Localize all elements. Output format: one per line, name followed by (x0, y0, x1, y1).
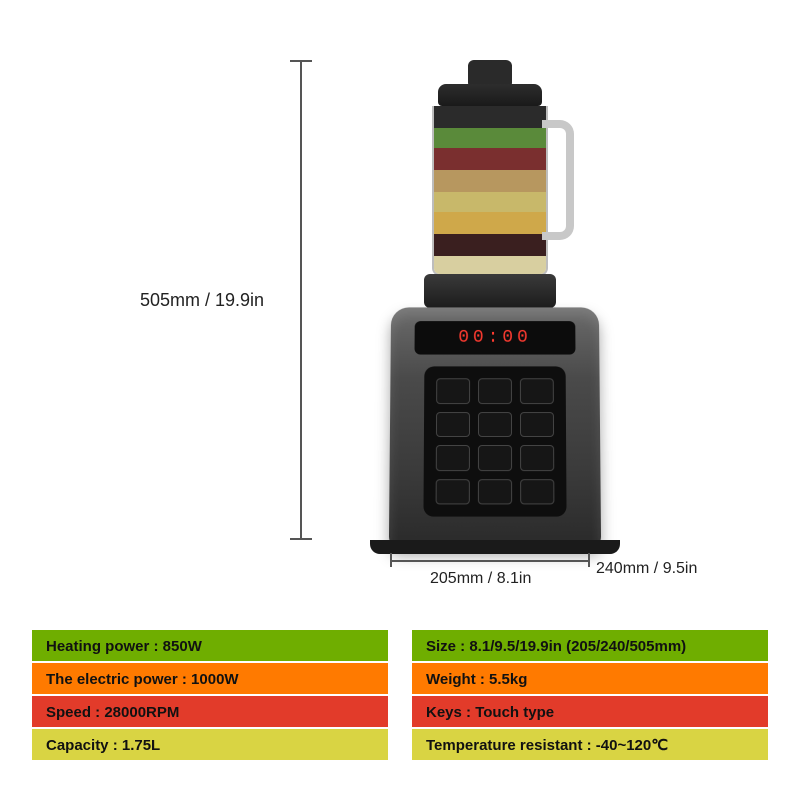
spec-row: Weight : 5.5kg (412, 663, 768, 696)
touch-key (520, 445, 554, 471)
ingredient-layer (434, 192, 546, 212)
jar-lid-knob (468, 60, 512, 86)
touch-panel (423, 366, 566, 516)
spec-row: Keys : Touch type (412, 696, 768, 729)
ingredient-layer (434, 256, 546, 276)
ingredient-layer (434, 128, 546, 148)
width-tick (390, 553, 392, 567)
spec-row: Size : 8.1/9.5/19.9in (205/240/505mm) (412, 630, 768, 663)
touch-key (478, 378, 512, 403)
height-label: 505mm / 19.9in (140, 290, 264, 311)
touch-key (520, 412, 554, 437)
touch-key (478, 479, 512, 505)
dimension-diagram: 505mm / 19.9in 00:00 (40, 20, 760, 600)
height-line (300, 60, 302, 540)
touch-key (520, 479, 554, 505)
width-line (390, 560, 590, 562)
ingredient-layer (434, 106, 546, 128)
touch-key (478, 412, 512, 437)
depth-label: 240mm / 9.5in (596, 560, 697, 578)
spec-column-right: Size : 8.1/9.5/19.9in (205/240/505mm)Wei… (412, 630, 768, 762)
ingredient-layer (434, 170, 546, 192)
spec-tables: Heating power : 850WThe electric power :… (32, 630, 768, 762)
touch-key (478, 445, 512, 471)
spec-row: Heating power : 850W (32, 630, 388, 663)
jar (432, 106, 548, 276)
led-display: 00:00 (415, 321, 576, 354)
ingredient-layer (434, 148, 546, 170)
touch-key (436, 378, 470, 403)
spec-row: Temperature resistant : -40~120℃ (412, 729, 768, 762)
touch-key (436, 479, 470, 505)
touch-key (436, 445, 470, 471)
spec-column-left: Heating power : 850WThe electric power :… (32, 630, 388, 762)
blender-base: 00:00 (389, 307, 601, 547)
width-tick (588, 553, 590, 567)
footprint-dimensions: 205mm / 8.1in 240mm / 9.5in (360, 550, 720, 610)
spec-row: Speed : 28000RPM (32, 696, 388, 729)
touch-key (520, 378, 554, 403)
jar-collar (424, 274, 556, 308)
product-illustration: 00:00 (360, 60, 620, 550)
height-cap-bottom (290, 538, 312, 540)
touch-key (436, 412, 470, 437)
ingredient-layer (434, 212, 546, 234)
spec-row: Capacity : 1.75L (32, 729, 388, 762)
jar-lid (438, 84, 542, 106)
jar-handle (542, 120, 574, 240)
ingredient-layer (434, 234, 546, 256)
spec-row: The electric power : 1000W (32, 663, 388, 696)
width-label: 205mm / 8.1in (430, 570, 531, 588)
